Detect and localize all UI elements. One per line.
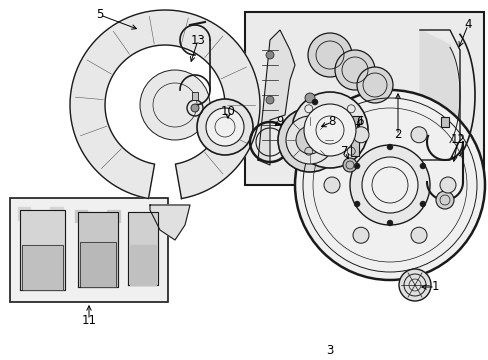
Circle shape (191, 104, 199, 112)
Polygon shape (150, 205, 190, 240)
Polygon shape (80, 242, 116, 287)
Circle shape (265, 96, 273, 104)
Circle shape (304, 104, 355, 156)
Text: 2: 2 (393, 129, 401, 141)
Circle shape (352, 227, 368, 243)
Circle shape (435, 191, 453, 209)
Text: 10: 10 (220, 105, 235, 118)
Circle shape (361, 157, 417, 213)
Circle shape (285, 116, 333, 164)
Polygon shape (128, 212, 158, 285)
Polygon shape (22, 245, 63, 290)
Bar (348, 116, 360, 124)
Bar (244, 12, 483, 185)
Circle shape (352, 127, 368, 143)
Polygon shape (258, 30, 294, 165)
Circle shape (353, 163, 359, 169)
Circle shape (398, 269, 430, 301)
Circle shape (205, 108, 244, 146)
Polygon shape (107, 210, 120, 222)
Bar (350, 120, 358, 156)
Circle shape (334, 50, 374, 90)
Polygon shape (18, 207, 30, 220)
Circle shape (140, 70, 209, 140)
Polygon shape (75, 210, 87, 222)
Circle shape (324, 177, 339, 193)
Polygon shape (70, 10, 260, 199)
Circle shape (410, 227, 426, 243)
Circle shape (291, 92, 367, 168)
Circle shape (439, 177, 455, 193)
Text: 4: 4 (463, 18, 471, 31)
Circle shape (349, 145, 429, 225)
Circle shape (419, 163, 425, 169)
Text: 9: 9 (276, 116, 283, 129)
Text: 8: 8 (327, 116, 335, 129)
Text: 11: 11 (81, 314, 96, 327)
Bar (192, 92, 198, 100)
Circle shape (265, 51, 273, 59)
Text: 5: 5 (96, 9, 103, 22)
Polygon shape (419, 30, 459, 160)
Polygon shape (50, 207, 63, 220)
Circle shape (386, 144, 392, 150)
Circle shape (295, 126, 324, 154)
Polygon shape (130, 245, 156, 285)
Circle shape (294, 90, 484, 280)
Polygon shape (78, 212, 118, 287)
Bar (10, 198, 168, 302)
Text: 6: 6 (356, 116, 363, 129)
Text: 3: 3 (325, 343, 333, 356)
Bar (440, 117, 448, 127)
Text: 12: 12 (449, 134, 465, 147)
Circle shape (307, 33, 351, 77)
Text: 1: 1 (430, 280, 438, 293)
Circle shape (353, 201, 359, 207)
Text: 7: 7 (341, 145, 348, 158)
Circle shape (386, 220, 392, 226)
Text: 13: 13 (190, 33, 205, 46)
Circle shape (342, 158, 356, 172)
Polygon shape (20, 210, 65, 290)
Circle shape (311, 99, 317, 105)
Circle shape (305, 93, 314, 103)
Circle shape (278, 108, 341, 172)
Circle shape (419, 201, 425, 207)
Circle shape (410, 127, 426, 143)
Circle shape (197, 99, 252, 155)
Circle shape (356, 67, 392, 103)
